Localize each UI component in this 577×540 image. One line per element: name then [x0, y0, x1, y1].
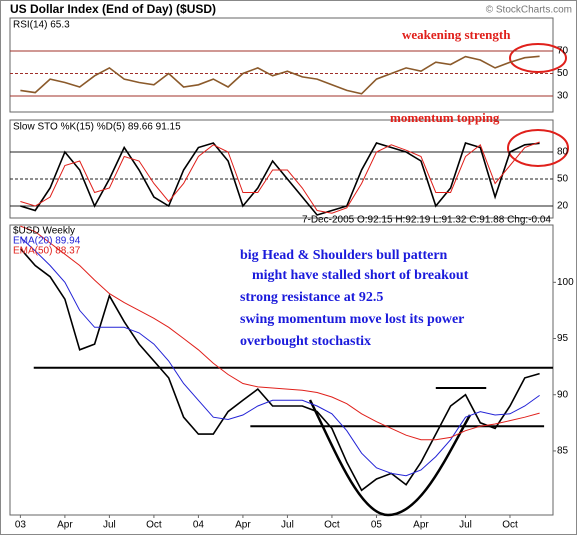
y-tick-label: 100 — [557, 277, 574, 288]
highlight-ellipse — [509, 43, 567, 73]
x-tick-label: Apr — [413, 520, 429, 531]
series-line — [20, 225, 540, 441]
panel-title: RSI(14) 65.3 — [13, 20, 70, 31]
panel-title: Slow STO %K(15) %D(5) 89.66 91.15 — [13, 122, 181, 133]
y-tick-label: 80 — [557, 147, 569, 158]
series-line — [20, 141, 540, 214]
x-tick-label: 03 — [15, 520, 27, 531]
x-tick-label: Jul — [103, 520, 116, 531]
series-line — [19, 248, 540, 492]
y-tick-label: 95 — [557, 333, 569, 344]
pattern-curve — [308, 399, 472, 517]
y-tick-label: 70 — [557, 46, 569, 57]
x-tick-label: Apr — [235, 520, 251, 531]
chart-title: US Dollar Index (End of Day) ($USD) — [10, 2, 216, 16]
annotation: momentum topping — [390, 110, 500, 125]
panel-frame — [9, 224, 554, 516]
x-tick-label: 05 — [371, 520, 383, 531]
x-tick-label: 04 — [193, 520, 205, 531]
y-tick-label: 50 — [557, 68, 569, 79]
x-tick-label: Jul — [459, 520, 472, 531]
annotation: might have stalled short of breakout — [252, 268, 469, 283]
y-tick-label: 20 — [557, 201, 569, 212]
legend-entry: EMA(50) 88.37 — [13, 246, 81, 257]
panel-frame — [9, 17, 554, 113]
x-tick-label: Jul — [281, 520, 294, 531]
x-tick-label: Oct — [146, 520, 162, 531]
y-tick-label: 85 — [557, 446, 569, 457]
panel-header: 7-Dec-2005 O:92.15 H:92.19 L:91.32 C:91.… — [302, 215, 551, 226]
annotation: big Head & Shoulders bull pattern — [240, 248, 448, 263]
credit: © StockCharts.com — [486, 5, 572, 16]
y-tick-label: 30 — [557, 91, 569, 102]
annotation: weakening strength — [402, 27, 511, 42]
annotation: swing momentum move lost its power — [240, 312, 464, 327]
annotation: strong resistance at 92.5 — [240, 290, 383, 305]
legend-entry: EMA(20) 89.94 — [13, 236, 81, 247]
highlight-ellipse — [507, 129, 569, 167]
x-tick-label: Oct — [324, 520, 340, 531]
series-line — [20, 55, 540, 95]
x-tick-label: Oct — [502, 520, 518, 531]
panel-frame — [9, 119, 554, 219]
y-tick-label: 90 — [557, 389, 569, 400]
legend-entry: $USD Weekly — [13, 226, 75, 237]
annotation: overbought stochastix — [240, 334, 371, 349]
x-tick-label: Apr — [57, 520, 73, 531]
y-tick-label: 50 — [557, 174, 569, 185]
